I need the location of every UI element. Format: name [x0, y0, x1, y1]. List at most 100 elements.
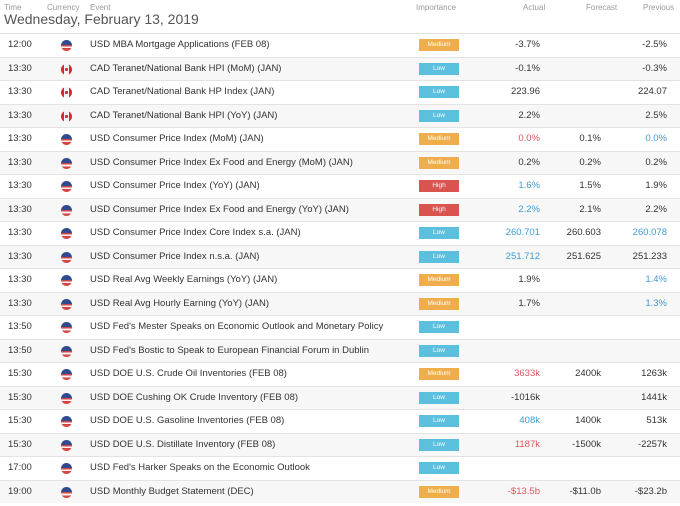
- previous-value: 1.9%: [645, 180, 667, 191]
- actual-value: 260.701: [505, 227, 540, 238]
- importance-badge: Low: [419, 391, 459, 404]
- date-heading: Wednesday, February 13, 2019: [4, 11, 199, 27]
- event-name[interactable]: CAD Teranet/National Bank HP Index (JAN): [90, 86, 275, 97]
- actual-value: 3633k: [514, 368, 540, 379]
- table-row[interactable]: 13:30 USD Consumer Price Index Ex Food an…: [0, 150, 680, 174]
- us-flag-icon: [61, 181, 72, 192]
- event-name[interactable]: USD Consumer Price Index n.s.a. (JAN): [90, 250, 260, 262]
- importance-badge: Low: [419, 227, 459, 239]
- forecast-value: 260.603: [566, 227, 601, 238]
- event-name[interactable]: USD Consumer Price Index (MoM) (JAN): [90, 133, 264, 144]
- forecast-value: 2.1%: [579, 203, 601, 215]
- event-name[interactable]: USD Consumer Price Index Ex Food and Ene…: [90, 156, 353, 168]
- previous-value: 224.07: [637, 86, 667, 97]
- us-flag-icon: [61, 486, 72, 498]
- event-name[interactable]: USD DOE Cushing OK Crude Inventory (FEB …: [90, 391, 299, 403]
- table-row[interactable]: 15:30 USD DOE U.S. Gasoline Inventories (…: [0, 409, 680, 433]
- table-row[interactable]: 15:30 USD DOE U.S. Crude Oil Inventories …: [0, 362, 680, 386]
- table-row[interactable]: 15:30 USD DOE U.S. Distillate Inventory (…: [0, 432, 680, 456]
- table-row[interactable]: 19:00 USD Monthly Budget Statement (DEC) M…: [0, 479, 680, 503]
- event-name[interactable]: USD Consumer Price Index Core Index s.a.…: [90, 227, 301, 238]
- event-time: 13:30: [8, 274, 32, 285]
- us-flag-icon: [61, 298, 72, 310]
- ca-flag-icon: [61, 87, 72, 98]
- actual-value: -1016k: [510, 391, 540, 403]
- table-row[interactable]: 13:30 USD Consumer Price Index n.s.a. (JA…: [0, 244, 680, 268]
- actual-value: 0.2%: [518, 156, 540, 168]
- ca-flag-icon: [61, 63, 72, 75]
- event-name[interactable]: USD DOE U.S. Crude Oil Inventories (FEB …: [90, 368, 287, 379]
- event-time: 15:30: [8, 391, 32, 403]
- table-row[interactable]: 17:00 USD Fed's Harker Speaks on the Econ…: [0, 456, 680, 480]
- table-row[interactable]: 12:00 USD MBA Mortgage Applications (FEB …: [0, 33, 680, 57]
- table-row[interactable]: 13:30 USD Consumer Price Index Ex Food an…: [0, 197, 680, 221]
- event-name[interactable]: USD DOE U.S. Distillate Inventory (FEB 0…: [90, 438, 276, 450]
- actual-value: 2.2%: [518, 203, 540, 215]
- forecast-value: -1500k: [571, 438, 601, 450]
- importance-badge: Low: [419, 321, 459, 333]
- importance-badge: High: [419, 180, 459, 192]
- event-time: 13:50: [8, 344, 32, 356]
- previous-value: -0.3%: [642, 62, 667, 74]
- table-row[interactable]: 15:30 USD DOE Cushing OK Crude Inventory …: [0, 385, 680, 409]
- event-name[interactable]: USD Consumer Price Index Ex Food and Ene…: [90, 203, 349, 215]
- event-time: 19:00: [8, 485, 32, 497]
- event-time: 13:30: [8, 227, 32, 238]
- event-name[interactable]: USD DOE U.S. Gasoline Inventories (FEB 0…: [90, 415, 285, 426]
- actual-value: 251.712: [505, 250, 540, 262]
- us-flag-icon: [61, 392, 72, 404]
- event-time: 13:30: [8, 297, 32, 309]
- previous-value: 2.2%: [645, 203, 667, 215]
- event-time: 13:50: [8, 321, 32, 332]
- table-row[interactable]: 13:30 USD Consumer Price Index (MoM) (JAN…: [0, 127, 680, 151]
- header-previous: Previous: [643, 3, 675, 12]
- table-row[interactable]: 13:30 USD Consumer Price Index Core Index…: [0, 221, 680, 245]
- us-flag-icon: [61, 322, 72, 333]
- us-flag-icon: [61, 251, 72, 263]
- event-name[interactable]: CAD Teranet/National Bank HPI (YoY) (JAN…: [90, 109, 278, 121]
- event-name[interactable]: CAD Teranet/National Bank HPI (MoM) (JAN…: [90, 62, 282, 74]
- us-flag-icon: [61, 345, 72, 357]
- table-row[interactable]: 13:50 USD Fed's Bostic to Speak to Europe…: [0, 338, 680, 362]
- event-name[interactable]: USD Real Avg Weekly Earnings (YoY) (JAN): [90, 274, 278, 285]
- us-flag-icon: [61, 369, 72, 380]
- table-row[interactable]: 13:50 USD Fed's Mester Speaks on Economic…: [0, 315, 680, 339]
- event-name[interactable]: USD Real Avg Hourly Earning (YoY) (JAN): [90, 297, 269, 309]
- previous-value: 1.4%: [645, 274, 667, 285]
- importance-badge: High: [419, 203, 459, 216]
- forecast-value: 1.5%: [579, 180, 601, 191]
- table-row[interactable]: 13:30 USD Real Avg Weekly Earnings (YoY) …: [0, 268, 680, 292]
- table-row[interactable]: 13:30 USD Real Avg Hourly Earning (YoY) (…: [0, 291, 680, 315]
- table-row[interactable]: 13:30 CAD Teranet/National Bank HP Index …: [0, 80, 680, 104]
- event-name[interactable]: USD Fed's Mester Speaks on Economic Outl…: [90, 321, 384, 332]
- previous-value: 2.5%: [645, 109, 667, 121]
- header-event: Event: [90, 3, 111, 12]
- event-name[interactable]: USD Fed's Bostic to Speak to European Fi…: [90, 344, 370, 356]
- event-name[interactable]: USD Consumer Price Index (YoY) (JAN): [90, 180, 260, 191]
- us-flag-icon: [61, 439, 72, 451]
- actual-value: 408k: [519, 415, 540, 426]
- importance-badge: Medium: [419, 485, 459, 498]
- table-row[interactable]: 13:30 CAD Teranet/National Bank HPI (YoY)…: [0, 103, 680, 127]
- events-table: 12:00 USD MBA Mortgage Applications (FEB …: [0, 33, 680, 503]
- actual-value: 0.0%: [518, 133, 540, 144]
- us-flag-icon: [61, 228, 72, 239]
- previous-value: -$23.2b: [634, 485, 667, 497]
- event-name[interactable]: USD MBA Mortgage Applications (FEB 08): [90, 39, 270, 50]
- event-time: 13:30: [8, 133, 32, 144]
- previous-value: -2257k: [637, 438, 667, 450]
- forecast-value: 251.625: [566, 250, 601, 262]
- event-time: 13:30: [8, 109, 32, 121]
- event-name[interactable]: USD Fed's Harker Speaks on the Economic …: [90, 462, 310, 473]
- importance-badge: Medium: [419, 274, 459, 286]
- actual-value: 1.6%: [518, 180, 540, 191]
- table-row[interactable]: 13:30 CAD Teranet/National Bank HPI (MoM)…: [0, 56, 680, 80]
- us-flag-icon: [61, 134, 72, 145]
- table-row[interactable]: 13:30 USD Consumer Price Index (YoY) (JAN…: [0, 174, 680, 198]
- actual-value: 1.7%: [518, 297, 540, 309]
- event-time: 15:30: [8, 368, 32, 379]
- event-time: 15:30: [8, 415, 32, 426]
- event-name[interactable]: USD Monthly Budget Statement (DEC): [90, 485, 254, 497]
- forecast-value: -$11.0b: [569, 485, 601, 497]
- importance-badge: Low: [419, 250, 459, 263]
